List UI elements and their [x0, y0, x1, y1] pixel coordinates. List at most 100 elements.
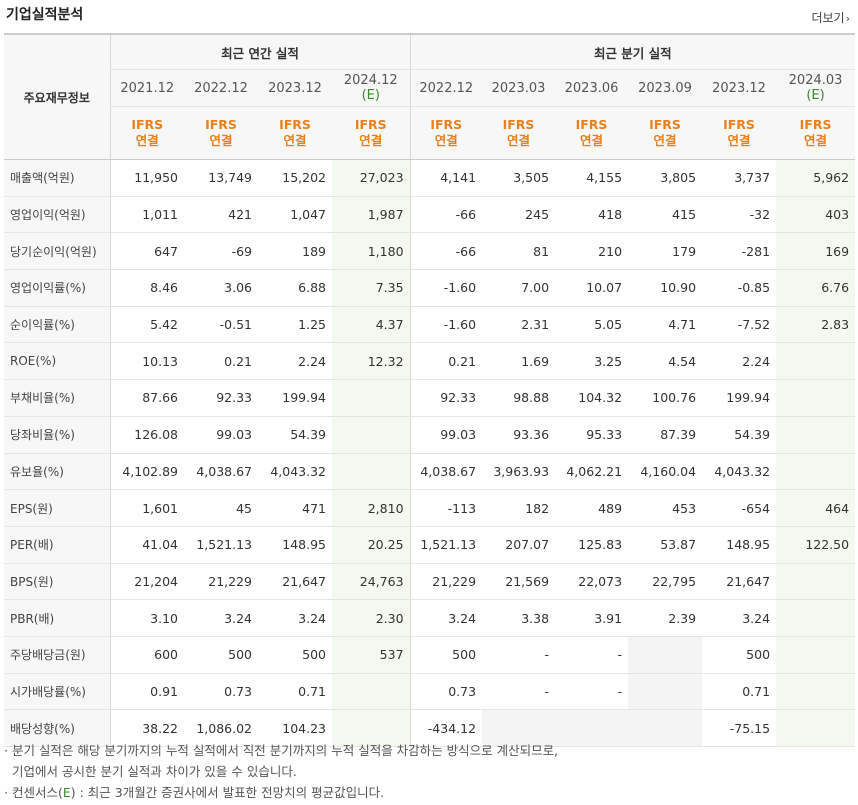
basis-consolidated: 연결	[434, 133, 458, 148]
quarter-group-header: 최근 분기 실적	[409, 33, 856, 70]
table-row: 영업이익(억원) 1,011 421 1,047 1,987 -66 245 418 415 -3…	[4, 196, 856, 234]
basis-header: IFRS 연결	[332, 106, 411, 160]
value-cell	[332, 453, 411, 491]
value-cell: 4.71	[628, 306, 703, 344]
value-cell: 104.32	[555, 379, 629, 417]
more-label: 더보기	[811, 11, 845, 25]
row-label: ROE(%)	[4, 342, 110, 381]
value-cell: 0.21	[184, 342, 258, 381]
period-date: 2023.03	[491, 80, 546, 96]
period-header: 2023.09	[628, 69, 703, 107]
value-cell: 3.10	[109, 599, 184, 637]
value-cell: 3.91	[555, 599, 629, 637]
value-cell: 0.73	[184, 673, 258, 711]
value-cell: 3.24	[702, 599, 777, 637]
value-cell: 10.13	[109, 342, 184, 381]
value-cell: 15,202	[258, 159, 332, 197]
basis-consolidated: 연결	[283, 133, 307, 148]
value-cell: 0.21	[409, 342, 483, 381]
value-cell: 87.39	[628, 416, 703, 454]
value-cell: 8.46	[109, 269, 184, 307]
value-cell: 92.33	[184, 379, 258, 417]
value-cell	[776, 416, 856, 454]
value-cell: 0.71	[702, 673, 777, 711]
value-cell: 0.73	[409, 673, 483, 711]
basis-consolidated: 연결	[727, 133, 751, 148]
value-cell: 418	[555, 196, 629, 234]
basis-consolidated: 연결	[653, 133, 677, 148]
value-cell: 647	[109, 232, 184, 271]
value-cell: 125.83	[555, 526, 629, 564]
value-cell: 4.37	[332, 306, 411, 344]
value-cell	[776, 599, 856, 637]
basis-consolidated: 연결	[580, 133, 604, 148]
period-date: 2024.12	[343, 73, 398, 88]
row-label: 부채비율(%)	[4, 379, 110, 417]
table-row: 유보율(%) 4,102.89 4,038.67 4,043.32 4,038.67 3,…	[4, 453, 856, 491]
value-cell: 4,038.67	[184, 453, 258, 491]
value-cell: 421	[184, 196, 258, 234]
value-cell: -434.12	[409, 709, 483, 747]
value-cell: 600	[109, 635, 184, 674]
value-cell: -113	[409, 489, 483, 527]
value-cell: 3.06	[184, 269, 258, 307]
value-cell: 21,204	[109, 563, 184, 601]
value-cell: 3.24	[184, 599, 258, 637]
value-cell: 2.39	[628, 599, 703, 637]
value-cell: 4,102.89	[109, 453, 184, 491]
footnote-2-suffix: ) : 최근 3개월간 증권사에서 발표한 전망치의 평균값입니다.	[70, 785, 385, 800]
basis-ifrs: IFRS	[131, 117, 164, 132]
basis-header: IFRS 연결	[555, 106, 629, 160]
row-label: 당기순이익(억원)	[4, 232, 110, 271]
value-cell: -32	[702, 196, 777, 234]
value-cell: 10.90	[628, 269, 703, 307]
value-cell: 53.87	[628, 526, 703, 564]
value-cell: 92.33	[409, 379, 483, 417]
value-cell: -66	[409, 196, 483, 234]
basis-ifrs: IFRS	[649, 117, 681, 132]
footnotes: · 분기 실적은 해당 분기까지의 누적 실적에서 직전 분기까지의 누적 실적…	[4, 740, 558, 803]
row-label: 시가배당률(%)	[4, 673, 110, 711]
value-cell: 3,737	[702, 159, 777, 197]
value-cell: 4,062.21	[555, 453, 629, 491]
basis-ifrs: IFRS	[354, 117, 387, 132]
basis-ifrs: IFRS	[502, 117, 535, 132]
period-header: 2021.12	[109, 69, 184, 107]
basis-header: IFRS 연결	[409, 106, 483, 160]
basis-consolidated: 연결	[209, 133, 233, 148]
value-cell	[776, 342, 856, 381]
value-cell: -	[555, 635, 629, 674]
value-cell: 95.33	[555, 416, 629, 454]
value-cell: 4,038.67	[409, 453, 483, 491]
period-header: 2023.06	[555, 69, 629, 107]
estimate-mark: (E)	[806, 88, 825, 103]
value-cell: 22,073	[555, 563, 629, 601]
row-label: 주당배당금(원)	[4, 635, 110, 674]
basis-consolidated: 연결	[135, 133, 159, 148]
value-cell: 2,810	[332, 489, 411, 527]
period-date: 2022.12	[419, 80, 474, 96]
period-header: 2023.12	[258, 69, 332, 107]
table-row: 영업이익률(%) 8.46 3.06 6.88 7.35 -1.60 7.00 10.07 10…	[4, 269, 856, 307]
value-cell: -66	[409, 232, 483, 271]
basis-header: IFRS 연결	[482, 106, 556, 160]
value-cell: 179	[628, 232, 703, 271]
value-cell: 5.42	[109, 306, 184, 344]
value-cell: 7.35	[332, 269, 411, 307]
table-row: 순이익률(%) 5.42 -0.51 1.25 4.37 -1.60 2.31 5.05 4.7…	[4, 306, 856, 344]
section-title: 기업실적분석	[6, 7, 84, 23]
value-cell: 1.69	[482, 342, 556, 381]
period-header: 2023.12	[702, 69, 777, 107]
value-cell: 3.24	[258, 599, 332, 637]
basis-ifrs: IFRS	[723, 117, 755, 132]
value-cell	[332, 673, 411, 711]
value-cell: 12.32	[332, 342, 411, 381]
period-date: 2023.12	[712, 80, 766, 96]
basis-header: IFRS 연결	[258, 106, 332, 160]
table-row: 당좌비율(%) 126.08 99.03 54.39 99.03 93.36 95.33 87…	[4, 416, 856, 454]
footnote-1: · 분기 실적은 해당 분기까지의 누적 실적에서 직전 분기까지의 누적 실적…	[4, 743, 559, 758]
more-link[interactable]: 더보기›	[811, 9, 850, 26]
value-cell	[482, 709, 556, 747]
value-cell: 27,023	[332, 159, 411, 197]
period-date: 2022.12	[194, 80, 248, 96]
